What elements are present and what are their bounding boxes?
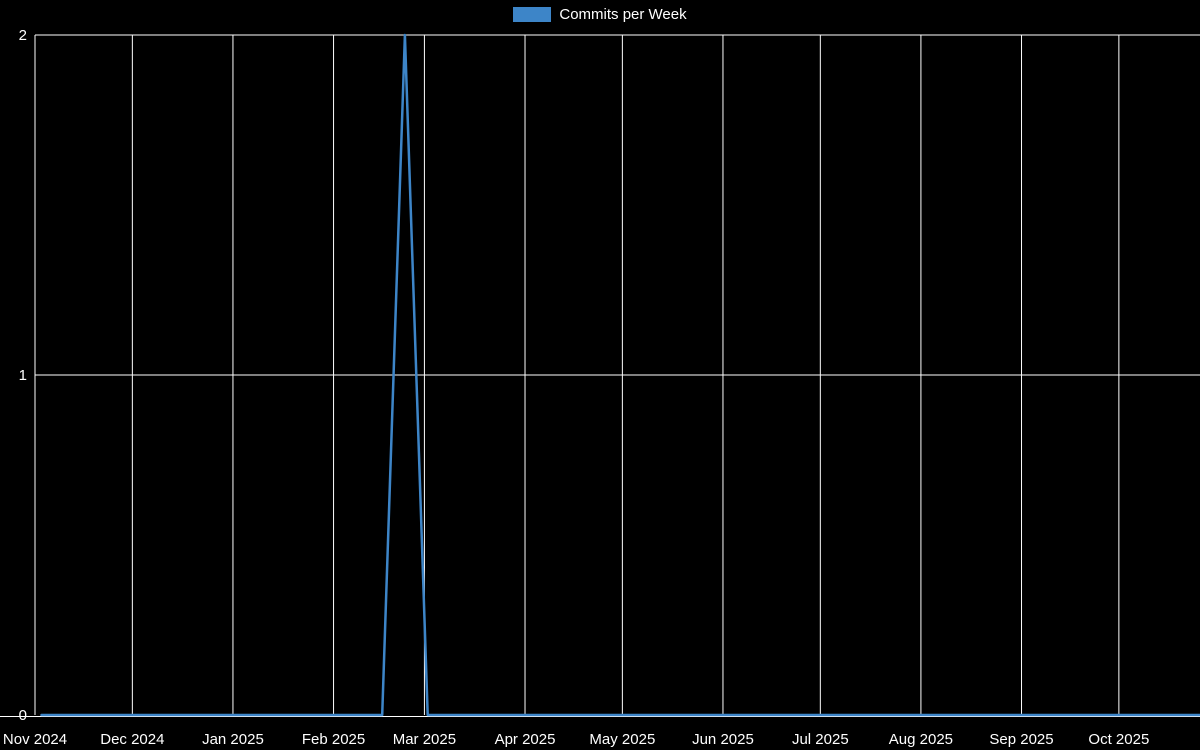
x-tick-label: Jan 2025 xyxy=(202,731,264,748)
x-tick-label: Apr 2025 xyxy=(495,731,556,748)
x-tick-label: Feb 2025 xyxy=(302,731,365,748)
x-tick-label: Jul 2025 xyxy=(792,731,849,748)
legend-swatch xyxy=(513,7,552,22)
data-line-commits-per-week xyxy=(40,33,1200,717)
x-tick-label: Sep 2025 xyxy=(989,731,1053,748)
x-tick-label: Dec 2024 xyxy=(100,731,164,748)
legend-item-commits[interactable]: Commits per Week xyxy=(513,6,687,23)
y-tick-label: 1 xyxy=(19,367,27,384)
x-tick-label: May 2025 xyxy=(589,731,655,748)
x-tick-label: Nov 2024 xyxy=(3,731,67,748)
legend-label: Commits per Week xyxy=(559,6,687,23)
y-tick-label: 2 xyxy=(19,27,27,44)
x-tick-label: Oct 2025 xyxy=(1088,731,1149,748)
y-tick-label: 0 xyxy=(19,707,27,724)
x-tick-label: Jun 2025 xyxy=(692,731,754,748)
legend: Commits per Week xyxy=(0,7,1200,22)
x-tick-label: Mar 2025 xyxy=(393,731,456,748)
x-tick-label: Aug 2025 xyxy=(889,731,953,748)
